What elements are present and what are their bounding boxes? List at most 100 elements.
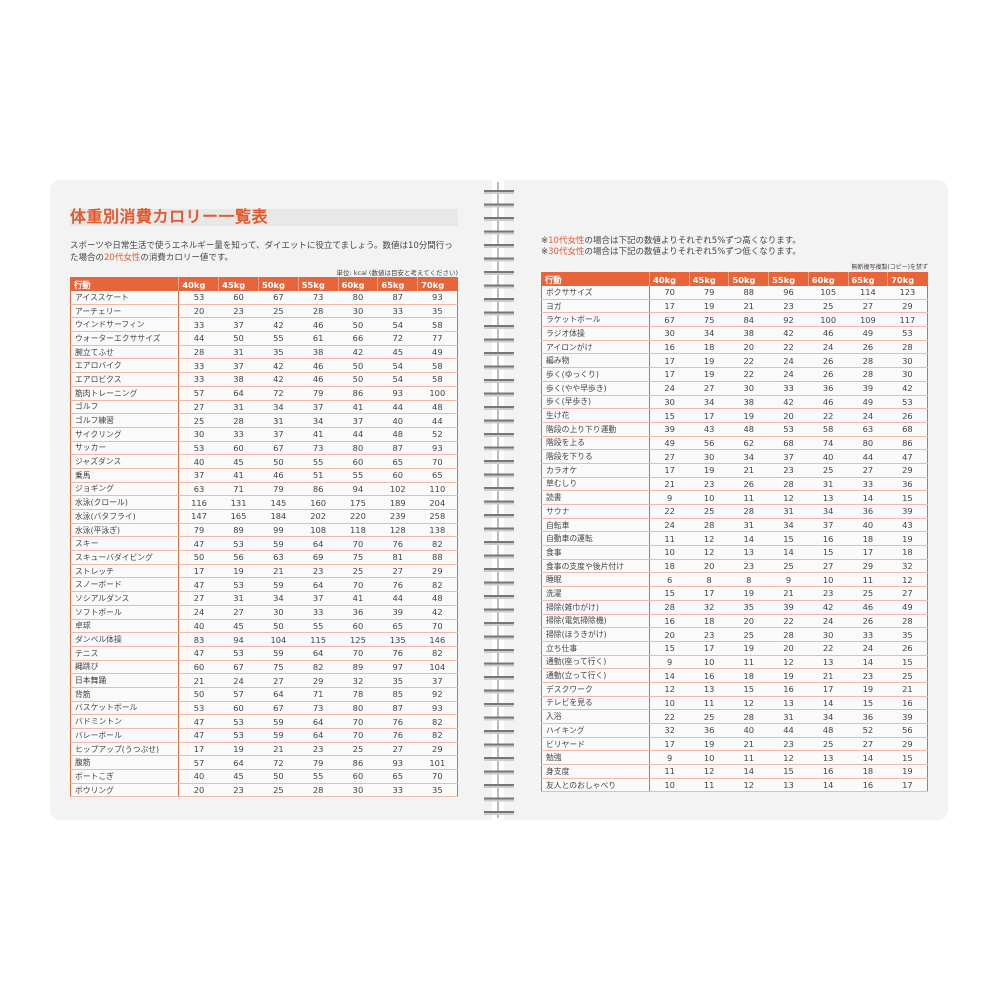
value-cell: 102	[377, 482, 418, 497]
value-cell: 12	[728, 778, 769, 793]
value-cell: 57	[178, 755, 219, 771]
value-cell: 21	[258, 742, 299, 757]
row: 洗濯 15 17 19 21 23 25 27	[541, 586, 928, 601]
activity-cell: 睡眠	[541, 572, 651, 588]
value-cell: 89	[218, 523, 259, 538]
value-cell: 64	[298, 728, 339, 743]
row: スキューバダイビング 50 56 63 69 75 81 88	[70, 550, 458, 565]
value-cell: 75	[338, 550, 378, 565]
value-cell: 24	[768, 353, 809, 369]
value-cell: 74	[808, 436, 849, 451]
value-cell: 28	[178, 345, 219, 360]
header-cell: 45kg	[689, 272, 730, 286]
value-cell: 54	[377, 358, 418, 374]
row: 日本舞踊 21 24 27 29 32 35 37	[70, 673, 458, 688]
value-cell: 23	[848, 668, 888, 683]
value-cell: 93	[377, 755, 418, 771]
value-cell: 59	[258, 714, 299, 729]
value-cell: 22	[649, 709, 690, 724]
value-cell: 26	[887, 408, 928, 423]
value-cell: 99	[258, 523, 299, 538]
value-cell: 160	[298, 495, 339, 510]
value-cell: 72	[258, 755, 299, 771]
value-cell: 70	[338, 577, 378, 593]
value-cell: 18	[689, 614, 729, 629]
value-cell: 44	[377, 400, 418, 415]
value-cell: 71	[298, 687, 339, 702]
value-cell: 48	[417, 591, 458, 606]
value-cell: 23	[218, 304, 259, 319]
value-cell: 50	[178, 687, 219, 702]
value-cell: 34	[689, 395, 729, 410]
value-cell: 27	[808, 559, 849, 574]
value-cell: 64	[218, 755, 259, 771]
value-cell: 38	[728, 395, 769, 410]
value-cell: 41	[338, 400, 378, 415]
value-cell: 25	[887, 668, 928, 683]
value-cell: 110	[417, 482, 458, 497]
value-cell: 71	[218, 482, 259, 497]
value-cell: 29	[887, 463, 928, 478]
value-cell: 27	[178, 400, 219, 415]
activity-cell: サッカー	[70, 441, 180, 456]
value-cell: 30	[649, 395, 690, 410]
value-cell: 10	[689, 750, 729, 766]
value-cell: 17	[649, 737, 690, 752]
value-cell: 39	[887, 504, 928, 519]
value-cell: 17	[178, 742, 219, 757]
value-cell: 30	[689, 449, 729, 464]
value-cell: 38	[298, 345, 339, 360]
value-cell: 40	[848, 518, 888, 533]
value-cell: 13	[808, 655, 849, 670]
value-cell: 12	[649, 682, 690, 697]
activity-cell: ビリヤード	[541, 737, 651, 752]
header-cell: 70kg	[887, 272, 928, 286]
value-cell: 33	[377, 783, 418, 798]
note-mark: ※	[541, 236, 549, 246]
activity-cell: ヒップアップ(うつぶせ)	[70, 742, 180, 757]
value-cell: 17	[649, 463, 690, 478]
value-cell: 76	[377, 577, 418, 593]
value-cell: 15	[768, 764, 809, 779]
value-cell: 28	[728, 709, 769, 724]
value-cell: 30	[258, 605, 299, 620]
intro: スポーツや日常生活で使うエネルギー量を知って、ダイエットに役立てましょう。数値は…	[70, 240, 460, 264]
value-cell: 14	[848, 655, 888, 670]
activity-cell: 腹筋	[70, 755, 180, 771]
activity-cell: サイクリング	[70, 427, 180, 442]
activity-cell: 勉強	[541, 750, 651, 766]
value-cell: 14	[649, 668, 690, 683]
value-cell: 19	[218, 742, 259, 757]
value-cell: 23	[728, 559, 769, 574]
value-cell: 15	[728, 682, 769, 697]
value-cell: 82	[417, 714, 458, 729]
value-cell: 37	[417, 673, 458, 688]
value-cell: 94	[338, 482, 378, 497]
value-cell: 82	[417, 646, 458, 661]
activity-cell: 自動車の運転	[541, 531, 651, 547]
value-cell: 12	[768, 490, 809, 505]
activity-cell: テレビを見る	[541, 696, 651, 711]
value-cell: 49	[848, 395, 888, 410]
value-cell: 28	[887, 614, 928, 629]
value-cell: 17	[689, 408, 729, 423]
value-cell: 28	[218, 413, 259, 428]
value-cell: 36	[689, 723, 729, 738]
value-cell: 39	[768, 600, 809, 615]
value-cell: 47	[178, 714, 219, 729]
activity-cell: バレーボール	[70, 728, 180, 743]
value-cell: 15	[649, 586, 690, 601]
value-cell: 118	[338, 523, 378, 538]
row: エアロバイク 33 37 42 46 50 54 58	[70, 358, 458, 374]
value-cell: 53	[218, 577, 259, 593]
value-cell: 79	[178, 523, 219, 538]
value-cell: 100	[417, 386, 458, 401]
value-cell: 24	[808, 614, 849, 629]
value-cell: 239	[377, 509, 418, 524]
value-cell: 37	[768, 449, 809, 464]
header-cell: 45kg	[218, 277, 259, 291]
value-cell: 11	[728, 750, 769, 766]
value-cell: 93	[417, 441, 458, 456]
value-cell: 24	[649, 518, 690, 533]
value-cell: 28	[649, 600, 690, 615]
